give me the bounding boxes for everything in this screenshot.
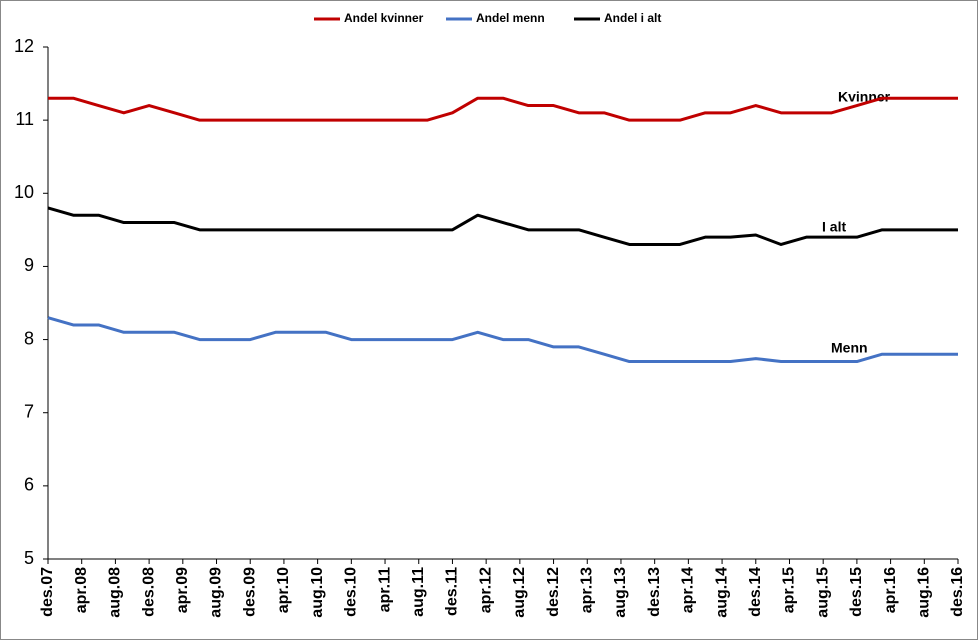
series-line bbox=[48, 96, 958, 122]
x-tick-label: des.15 bbox=[848, 567, 865, 617]
x-tick-label: apr.13 bbox=[578, 567, 595, 613]
x-tick-label: aug.14 bbox=[713, 567, 730, 618]
x-tick-label: apr.12 bbox=[477, 567, 494, 613]
y-tick-label: 12 bbox=[14, 36, 34, 56]
x-tick-label: aug.08 bbox=[107, 567, 124, 618]
series-line bbox=[47, 206, 958, 246]
x-tick-label: des.13 bbox=[646, 567, 663, 617]
x-tick-label: aug.16 bbox=[916, 567, 933, 618]
x-tick-label: aug.10 bbox=[309, 567, 326, 618]
x-tick-label: apr.10 bbox=[275, 567, 292, 613]
y-tick-label: 8 bbox=[24, 328, 34, 348]
x-tick-label: des.07 bbox=[39, 567, 56, 617]
x-tick-label: des.16 bbox=[949, 567, 966, 617]
x-tick-label: apr.09 bbox=[174, 567, 191, 613]
y-tick-label: 6 bbox=[24, 475, 34, 495]
x-tick-label: apr.08 bbox=[73, 567, 90, 613]
y-tick-label: 10 bbox=[14, 182, 34, 202]
x-tick-label: apr.14 bbox=[680, 567, 697, 613]
x-tick-label: des.14 bbox=[747, 567, 764, 617]
x-tick-label: aug.13 bbox=[612, 567, 629, 618]
x-tick-label: aug.15 bbox=[814, 567, 831, 618]
x-tick-label: des.11 bbox=[444, 567, 461, 616]
y-tick-label: 7 bbox=[24, 401, 34, 421]
legend-label: Andel menn bbox=[476, 11, 545, 25]
annotation: I alt bbox=[822, 219, 846, 235]
x-tick-label: des.10 bbox=[343, 567, 360, 617]
series-line bbox=[47, 316, 958, 364]
annotation: Menn bbox=[831, 340, 868, 356]
x-tick-label: des.09 bbox=[241, 567, 258, 617]
x-tick-label: des.12 bbox=[545, 567, 562, 617]
x-tick-label: aug.11 bbox=[410, 567, 427, 617]
legend-label: Andel i alt bbox=[604, 11, 661, 25]
x-tick-label: aug.12 bbox=[511, 567, 528, 618]
x-tick-label: apr.16 bbox=[882, 567, 899, 613]
x-tick-label: aug.09 bbox=[208, 567, 225, 618]
x-tick-label: apr.15 bbox=[781, 567, 798, 613]
x-tick-label: apr.11 bbox=[376, 567, 393, 612]
y-tick-label: 9 bbox=[24, 255, 34, 275]
x-tick-label: des.08 bbox=[140, 567, 157, 617]
y-tick-label: 5 bbox=[24, 548, 34, 568]
y-tick-label: 11 bbox=[15, 109, 34, 129]
legend-label: Andel kvinner bbox=[344, 11, 424, 25]
